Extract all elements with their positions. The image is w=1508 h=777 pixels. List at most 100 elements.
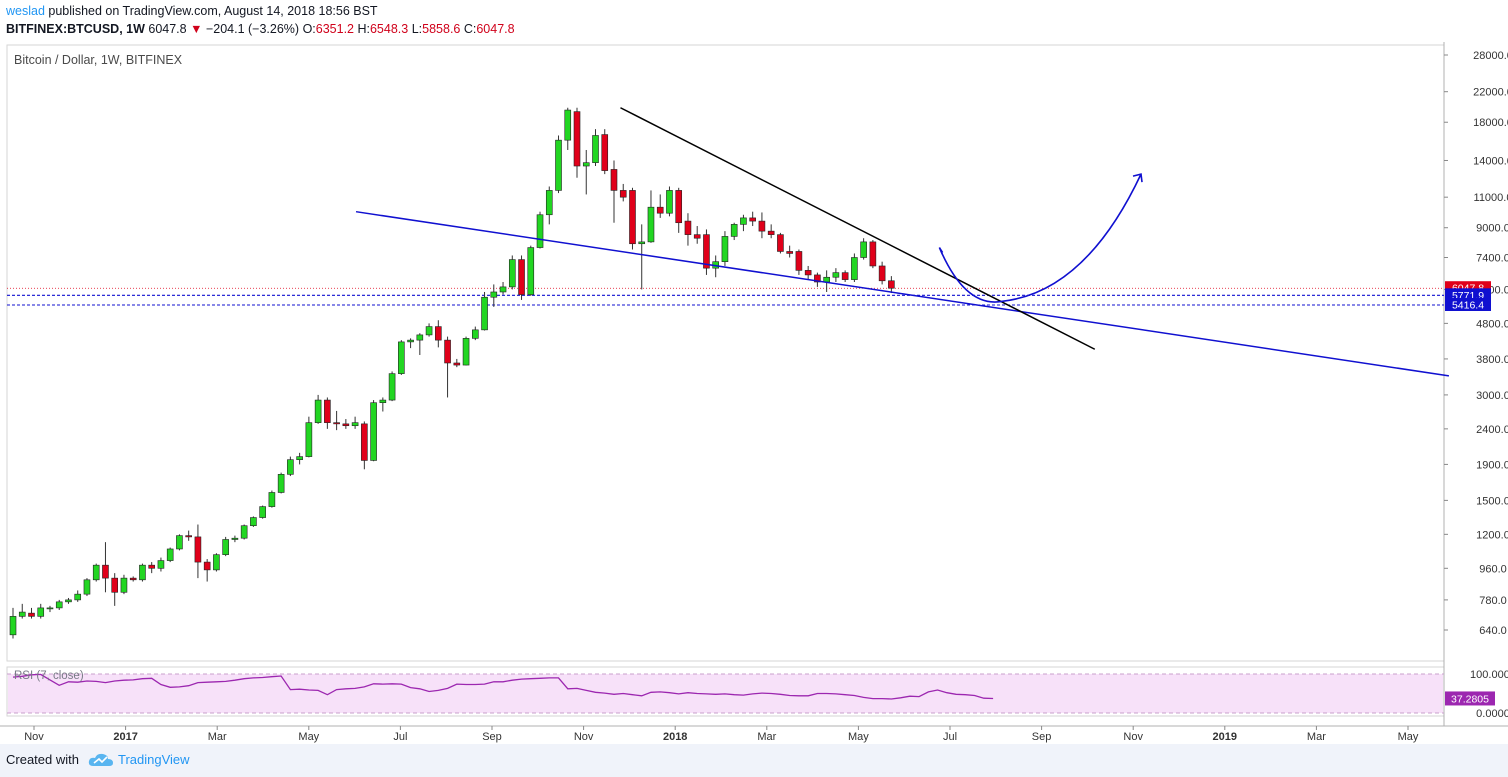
time-tick-label: Mar — [757, 731, 776, 743]
candle-body — [157, 560, 165, 569]
candle — [435, 320, 442, 348]
candle-body — [851, 257, 858, 280]
candle-body — [388, 373, 396, 401]
candle — [18, 603, 26, 619]
candle-body — [9, 616, 17, 636]
support-trendline — [355, 210, 1450, 377]
drawings — [355, 107, 1450, 377]
arrow-tail-icon — [938, 247, 944, 255]
candle — [102, 542, 109, 593]
price-tick-label: 18000.0 — [1473, 117, 1508, 129]
candle-body — [74, 593, 82, 601]
candle — [573, 107, 581, 178]
candle-body — [250, 517, 257, 527]
candle-body — [240, 525, 248, 539]
time-tick-label: May — [1398, 731, 1419, 743]
candle-body — [545, 190, 553, 216]
projection-arrow — [938, 173, 1142, 303]
candle — [92, 563, 100, 582]
time-tick-label: Jul — [943, 731, 957, 743]
candle — [767, 224, 775, 239]
time-tick-label: 2019 — [1213, 731, 1237, 743]
candle — [296, 452, 303, 465]
candle-body — [83, 579, 91, 595]
candle — [65, 597, 72, 604]
candle-body — [860, 241, 867, 258]
last-price: 6047.8 — [148, 22, 187, 36]
candle — [638, 224, 646, 290]
candle — [129, 576, 137, 582]
price-axis[interactable]: 28000.0 22000.0 18000.0 14000.0 11000.0 9000.… — [1444, 50, 1508, 720]
candle-body — [65, 599, 72, 603]
candle — [46, 605, 54, 613]
time-tick-label: May — [298, 731, 319, 743]
time-axis[interactable]: Nov 2017 Mar May Jul Sep Nov 2018 Mar May Jul Sep No… — [24, 726, 1419, 743]
wedge-trendline — [620, 107, 1096, 350]
candle — [139, 563, 146, 582]
chart-title: Bitcoin / Dollar, 1W, BITFINEX — [14, 53, 183, 67]
candle — [213, 553, 220, 572]
candle-body — [18, 611, 26, 617]
candle — [388, 371, 396, 402]
candle-body — [102, 564, 109, 579]
price-tick-label: 3800.0 — [1476, 354, 1508, 366]
price-tick-label: 22000.0 — [1473, 87, 1508, 99]
candle-body — [305, 422, 313, 457]
candle — [407, 338, 414, 349]
price-tick-label: 2400.0 — [1476, 424, 1508, 436]
candle-body — [398, 341, 405, 374]
candle — [518, 255, 525, 300]
candle-body — [277, 474, 285, 493]
candle — [111, 573, 119, 606]
price-tick-label: 1500.0 — [1476, 495, 1508, 507]
time-tick-label: 2018 — [663, 731, 687, 743]
candle-body — [46, 607, 54, 610]
candle — [83, 578, 91, 597]
candle — [730, 222, 738, 241]
candle-body — [869, 241, 877, 267]
candle-body — [259, 506, 266, 518]
candle — [869, 240, 877, 269]
candle-body — [351, 422, 359, 427]
candle — [610, 160, 618, 223]
price-chart[interactable]: 28000.0 22000.0 18000.0 14000.0 11000.0 9000.… — [0, 42, 1508, 744]
time-tick-label: Jul — [393, 731, 407, 743]
publisher-link[interactable]: weslad — [6, 4, 45, 18]
candle — [693, 226, 701, 244]
candle-body — [435, 326, 442, 341]
candle — [37, 603, 45, 619]
candle-body — [213, 554, 220, 571]
publish-info: weslad published on TradingView.com, Aug… — [6, 4, 378, 18]
candle — [499, 281, 507, 295]
rsi-title: RSI (7, close) — [14, 670, 84, 682]
candle-body — [721, 236, 729, 262]
candle-body — [666, 190, 673, 214]
candle — [804, 265, 812, 280]
candle — [287, 456, 294, 477]
candle-body — [194, 536, 202, 563]
candle — [795, 249, 803, 275]
candles — [9, 107, 895, 639]
candle-body — [832, 272, 840, 278]
open-label: O: — [302, 22, 316, 36]
price-tick-label: 1900.0 — [1476, 459, 1508, 471]
candle-body — [675, 190, 683, 224]
candle-body — [55, 601, 63, 609]
tradingview-link[interactable]: TradingView — [118, 752, 190, 767]
candle — [231, 535, 239, 543]
candle — [324, 397, 331, 429]
candle-body — [407, 339, 414, 343]
candle — [379, 397, 387, 412]
time-tick-label: Nov — [1123, 731, 1143, 743]
candle-body — [767, 230, 775, 235]
candle — [647, 190, 655, 243]
candle-body — [647, 206, 655, 243]
price-change: −204.1 (−3.26%) — [205, 22, 300, 36]
candle — [277, 472, 285, 494]
time-tick-label: 2017 — [113, 731, 137, 743]
price-badge-label: 5416.4 — [1452, 299, 1484, 311]
price-badge-bg — [1445, 297, 1491, 311]
price-tick-label: 780.0 — [1479, 595, 1507, 607]
candle — [462, 336, 470, 366]
candle — [240, 524, 248, 540]
